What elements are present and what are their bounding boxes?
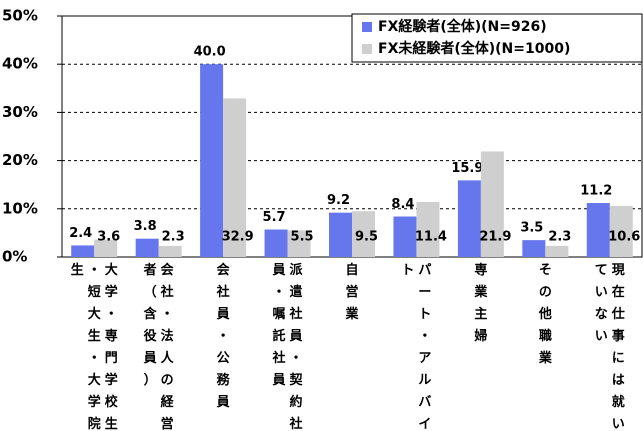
data-label: 15.9 [451,161,483,176]
y-tick-label: 0% [2,248,27,266]
data-label: 3.5 [520,221,543,236]
data-label: 11.2 [580,184,612,199]
x-tick-label: 会社員・公務員 [216,262,231,410]
data-label: 2.3 [548,230,571,245]
bar [352,211,375,257]
data-label: 9.5 [355,230,378,245]
data-label: 5.5 [291,230,314,245]
bar [393,216,417,257]
data-label: 11.4 [415,230,447,245]
x-tick-label: パート・アルバイト [401,263,431,431]
x-tick-label: 大学・専門学校生・短大生・大学院生 [71,262,119,431]
x-tick-label: 現在仕事には就いていない [595,263,625,431]
bar [71,245,95,257]
data-label: 21.9 [479,230,511,245]
legend-swatch [362,22,372,32]
bar [264,229,288,257]
bar [135,238,159,257]
data-label: 32.9 [222,230,254,245]
bar [416,202,440,257]
y-tick-label: 50% [2,7,38,25]
y-tick-label: 10% [2,199,38,217]
bar [223,98,247,257]
y-tick-label: 30% [2,103,38,121]
x-tick-label: 専業主婦 [473,262,488,344]
data-label: 8.4 [391,197,414,212]
bar [457,180,481,257]
bar [609,205,633,257]
bar [329,212,352,257]
y-tick-label: 40% [2,55,38,73]
x-tick-label: その他職業 [538,263,553,366]
legend-label: FX未経験者(全体)(N=1000) [378,40,570,57]
data-label: 3.6 [97,230,120,245]
bar [158,245,182,257]
bar [480,151,504,257]
data-label: 10.6 [608,230,640,245]
x-tick-label: 会社・法人の経営者（含役員） [143,262,175,431]
legend-swatch [362,44,372,54]
x-tick-label: 自営業 [344,262,359,322]
bar [586,203,610,257]
legend-box [351,13,643,63]
data-label: 2.3 [162,230,185,245]
bar [200,64,224,257]
bar [94,239,118,257]
bar [545,245,569,257]
data-label: 3.8 [134,219,157,234]
data-label: 5.7 [263,210,286,225]
y-tick-label: 20% [2,151,38,169]
legend-label: FX経験者(全体)(N=926) [378,18,547,35]
data-label: 40.0 [194,45,226,60]
bar [287,230,311,257]
data-label: 2.4 [69,226,92,241]
data-label: 9.2 [327,193,350,208]
x-tick-label: 派遣社員・契約社員・嘱託社員 [272,263,304,431]
bar [522,240,546,257]
